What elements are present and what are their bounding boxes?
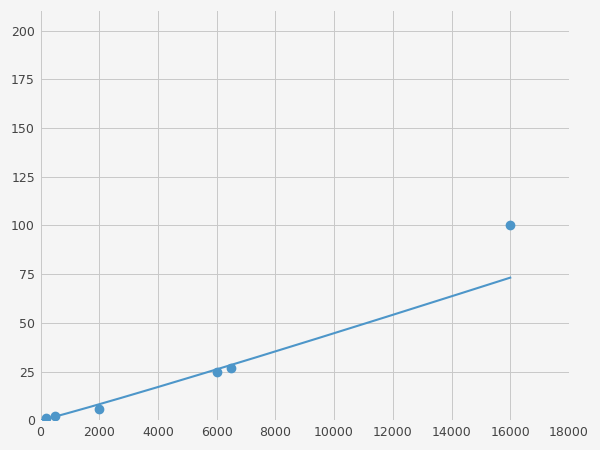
- Point: [50, 413, 60, 420]
- Point: [94, 405, 104, 412]
- Point: [212, 368, 221, 375]
- Point: [227, 364, 236, 371]
- Point: [505, 222, 515, 229]
- Point: [41, 415, 51, 422]
